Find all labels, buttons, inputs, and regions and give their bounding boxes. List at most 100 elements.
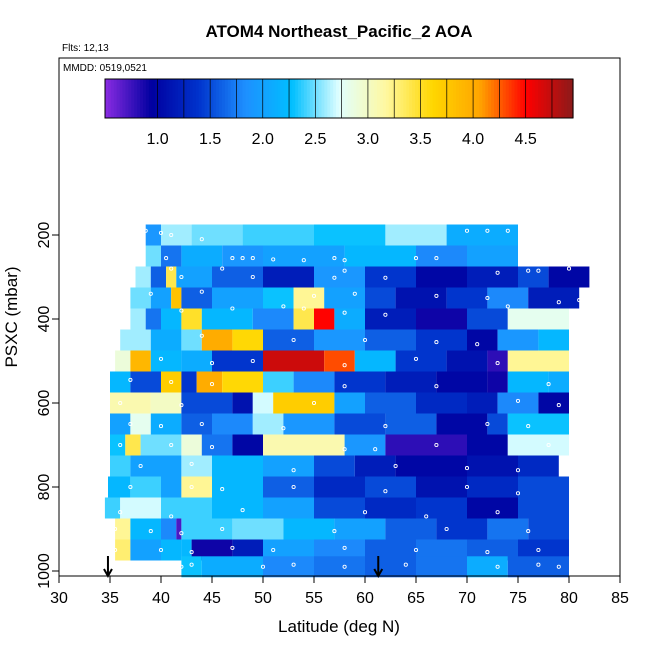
heatmap-cell (334, 518, 386, 540)
y-tick-label: 600 (36, 390, 53, 417)
heatmap-cell (130, 539, 161, 561)
heatmap-cell (518, 476, 569, 498)
heatmap-cell (130, 476, 161, 498)
heatmap-cell (507, 413, 569, 435)
heatmap-cell (395, 455, 467, 477)
sample-point (536, 547, 541, 553)
heatmap-cell (212, 497, 263, 519)
colorbar-segment (482, 79, 486, 118)
sample-point (413, 256, 419, 261)
colorbar-segment (546, 79, 551, 118)
sample-point (158, 547, 164, 553)
heatmap-cell (416, 556, 467, 578)
sample-point (434, 340, 439, 345)
colorbar-segment (274, 79, 279, 118)
sample-point (138, 463, 143, 469)
heatmap-cell (467, 497, 518, 519)
colorbar-segment (339, 79, 343, 118)
sample-point (566, 266, 572, 271)
heatmap-cell (416, 266, 467, 288)
colorbar-segment (192, 79, 197, 118)
heatmap-cell (181, 539, 192, 561)
sample-point (169, 442, 174, 448)
sample-point (199, 421, 204, 427)
colorbar-segment (236, 79, 241, 118)
colorbar-segment (359, 79, 363, 118)
heatmap-cell (416, 539, 467, 561)
heatmap-cell (263, 434, 345, 456)
x-tick-label: 50 (254, 590, 272, 607)
heatmap-cell (161, 476, 182, 498)
colorbar-segment (298, 79, 302, 118)
heatmap-cell (395, 287, 447, 309)
sample-point (220, 487, 225, 492)
sample-point (393, 463, 398, 469)
heatmap-cell (212, 287, 263, 309)
colorbar-segment (429, 79, 434, 118)
heatmap-cell (395, 350, 447, 372)
heatmap-cell (263, 476, 314, 498)
heatmap-cell (467, 308, 508, 330)
heatmap-cell (273, 392, 335, 414)
heatmap-cell (334, 371, 386, 393)
colorbar-segment (417, 79, 422, 118)
sample-point (240, 256, 245, 261)
colorbar-segment (321, 79, 325, 118)
colorbar-segment (555, 79, 559, 118)
heatmap-cell (150, 329, 182, 351)
colorbar-segment (341, 79, 346, 118)
heatmap-cell (293, 371, 335, 393)
colorbar-segment (400, 79, 404, 118)
sample-point (311, 400, 317, 406)
colorbar-segment (379, 79, 384, 118)
colorbar-segment (406, 79, 410, 118)
heatmap-cell (161, 224, 192, 246)
colorbar-segment (441, 79, 445, 118)
heatmap-cell (324, 350, 355, 372)
sample-point (260, 564, 266, 569)
heatmap-cell (252, 413, 284, 435)
heatmap-cell (263, 556, 314, 578)
colorbar-segment (447, 79, 451, 118)
heatmap-cell (467, 434, 508, 456)
colorbar-segment (491, 79, 495, 118)
heatmap-cell (314, 266, 365, 288)
heatmap-cell (181, 308, 202, 330)
chart-title: ATOM4 Northeast_Pacific_2 AOA (205, 22, 472, 41)
colorbar-segment (186, 79, 191, 118)
colorbar-segment (116, 79, 121, 118)
sample-point (505, 228, 510, 233)
heatmap-cell (263, 455, 314, 477)
colorbar-segment (175, 79, 179, 118)
colorbar-segment (131, 79, 135, 118)
heatmap-cell (181, 329, 202, 351)
heatmap-cell (365, 497, 416, 519)
sample-point (434, 256, 439, 261)
sample-point (342, 447, 347, 452)
colorbar-segment (365, 79, 369, 118)
colorbar-tick-label: 2.0 (252, 131, 274, 148)
x-tick-label: 30 (50, 590, 68, 607)
colorbar-segment (315, 79, 320, 118)
colorbar-segment (467, 79, 472, 118)
sample-point (199, 289, 204, 294)
colorbar-segment (300, 79, 305, 118)
heatmap-cell (110, 455, 131, 477)
sample-point (495, 510, 500, 515)
colorbar-segment (242, 79, 246, 118)
sample-point (179, 403, 184, 408)
sample-point (475, 342, 480, 347)
heatmap-cell (314, 329, 365, 351)
heatmap-cell (293, 308, 314, 330)
colorbar-segment (537, 79, 542, 118)
heatmap-cell (365, 556, 416, 578)
heatmap-cell (507, 556, 569, 578)
x-tick-label: 65 (407, 590, 425, 607)
sample-point (362, 337, 368, 343)
colorbar-segment (494, 79, 498, 118)
heatmap-cell (538, 329, 569, 351)
heatmap-cell (130, 308, 146, 330)
sample-point (143, 228, 148, 233)
heatmap-cell (416, 308, 467, 330)
sample-point (495, 270, 500, 275)
